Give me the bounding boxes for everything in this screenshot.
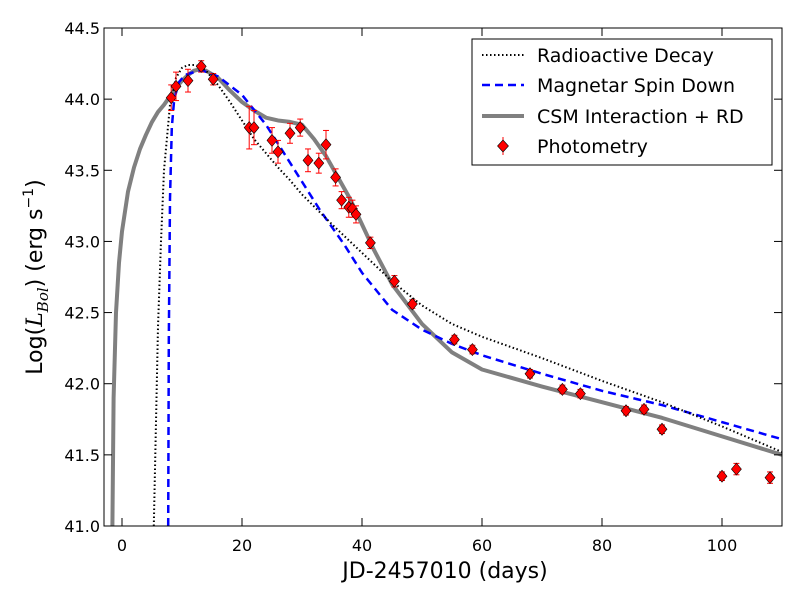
x-tick-label: 100: [707, 536, 738, 555]
photometry-point: [716, 469, 728, 483]
photometry-point: [731, 462, 742, 476]
photometry-marker: [524, 367, 536, 381]
y-axis-title-unit: ) (erg s: [23, 209, 48, 288]
x-axis-title: JD-2457010 (days): [340, 559, 547, 584]
photometry-point: [350, 205, 362, 224]
photometry-point: [449, 333, 460, 347]
y-axis-title: Log(LBol) (erg s−1): [21, 179, 52, 374]
photometry-marker: [731, 462, 742, 476]
photometry-marker: [313, 156, 325, 170]
photometry-marker: [320, 138, 332, 152]
photometry-point: [467, 343, 478, 357]
photometry-point: [638, 402, 650, 416]
photometry-marker: [407, 297, 418, 311]
photometry-marker: [620, 404, 632, 418]
photometry-point: [302, 148, 314, 173]
y-axis-title-symbol: L: [23, 312, 48, 328]
photometry-point: [656, 422, 668, 436]
legend-label-radioactive-decay: Radioactive Decay: [537, 45, 714, 67]
photometry-point: [313, 152, 325, 174]
photometry-point: [524, 367, 536, 381]
x-tick-label: 80: [592, 536, 612, 555]
photometry-marker: [557, 382, 568, 396]
photometry-marker: [350, 207, 362, 221]
legend-label-photometry: Photometry: [537, 136, 648, 158]
photometry-marker: [365, 236, 376, 250]
photometry-point: [272, 139, 284, 164]
x-tick-label: 60: [472, 536, 492, 555]
photometry-marker: [575, 387, 586, 401]
y-tick-label: 41.0: [64, 517, 100, 536]
photometry-marker: [284, 126, 296, 140]
x-tick-label: 20: [232, 536, 252, 555]
photometry-point: [248, 110, 260, 146]
y-tick-label: 43.5: [64, 161, 100, 180]
photometry-point: [294, 118, 306, 137]
photometry-point: [365, 236, 376, 250]
y-tick-label: 42.5: [64, 304, 100, 323]
photometry-point: [170, 71, 182, 102]
ticks-layer: 0 20 40 60 80 100 41.0 41.5 42.0 42.5 43.0 43.5 44.0…: [64, 19, 782, 555]
photometry-marker: [330, 170, 341, 184]
photometry-marker: [182, 74, 194, 88]
x-tick-label: 40: [352, 536, 372, 555]
photometry-point: [336, 191, 347, 210]
photometry-marker: [207, 72, 219, 86]
y-tick-label: 43.0: [64, 232, 100, 251]
y-axis-title-prefix: Log(: [23, 327, 48, 375]
legend-box: [471, 38, 773, 166]
y-axis-title-subscript: Bol: [34, 287, 52, 313]
y-tick-label: 41.5: [64, 446, 100, 465]
legend: Radioactive Decay Magnetar Spin Down CSM…: [471, 38, 773, 166]
photometry-marker: [716, 469, 728, 483]
photometry-point: [182, 68, 194, 93]
y-tick-label: 42.0: [64, 375, 100, 394]
y-axis-title-exponent: −1: [21, 188, 37, 209]
photometry-marker: [170, 79, 182, 93]
photometry-marker: [764, 471, 776, 485]
photometry-point: [407, 297, 418, 311]
photometry-marker: [266, 133, 278, 147]
photometry-point: [557, 382, 568, 396]
photometry-point: [575, 387, 586, 401]
legend-swatch-photometry-marker: [497, 139, 509, 153]
legend-label-csm-interaction: CSM Interaction + RD: [537, 106, 744, 128]
photometry-marker: [656, 422, 668, 436]
y-tick-label: 44.5: [64, 19, 100, 38]
photometry-point: [320, 129, 332, 160]
photometry-point: [207, 72, 219, 86]
photometry-marker: [302, 153, 314, 167]
photometry-marker: [389, 274, 400, 288]
photometry-marker: [195, 59, 207, 73]
photometry-marker: [272, 145, 284, 159]
x-tick-label: 0: [117, 536, 127, 555]
y-tick-label: 44.0: [64, 90, 100, 109]
photometry-point: [284, 122, 296, 144]
legend-label-magnetar-spin-down: Magnetar Spin Down: [537, 75, 735, 97]
photometry-marker: [336, 193, 347, 207]
photometry-point: [764, 471, 776, 485]
photometry-marker: [467, 343, 478, 357]
photometry-point: [330, 168, 341, 187]
photometry-marker: [294, 121, 306, 135]
y-axis-title-close: ): [23, 179, 48, 188]
photometry-point: [389, 274, 400, 288]
photometry-marker: [638, 402, 650, 416]
photometry-point: [195, 59, 207, 73]
photometry-marker: [449, 333, 460, 347]
plot-frame: [103, 27, 783, 527]
photometry-layer: [165, 59, 776, 485]
photometry-marker: [248, 121, 260, 135]
photometry-point: [620, 404, 632, 418]
series-line-csm-interaction-rd: [110, 67, 782, 526]
